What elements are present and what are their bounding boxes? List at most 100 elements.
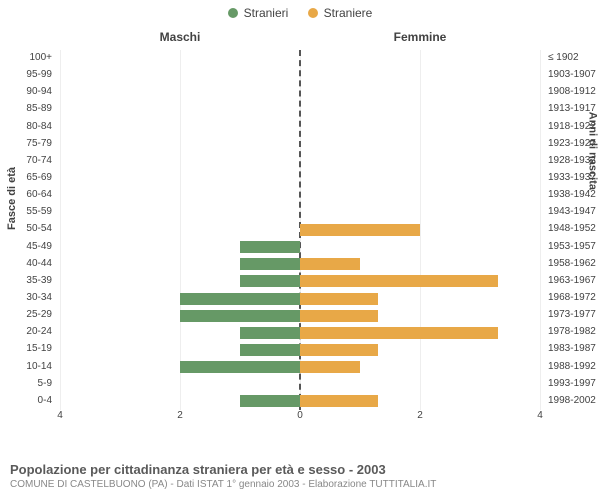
bar-male xyxy=(240,395,300,407)
age-row: 10-141988-1992 xyxy=(60,359,540,376)
legend-marker-male xyxy=(228,8,238,18)
bar-male xyxy=(240,327,300,339)
age-row: 45-491953-1957 xyxy=(60,239,540,256)
age-label: 70-74 xyxy=(0,153,52,169)
column-title-female: Femmine xyxy=(300,30,540,50)
age-label: 50-54 xyxy=(0,221,52,237)
age-row: 55-591943-1947 xyxy=(60,204,540,221)
bar-male xyxy=(240,241,300,253)
age-label: 40-44 xyxy=(0,256,52,272)
x-tick-label: 4 xyxy=(537,410,543,421)
birth-year-label: 1958-1962 xyxy=(548,256,600,272)
legend-label-male: Stranieri xyxy=(244,6,289,20)
age-row: 5-91993-1997 xyxy=(60,376,540,393)
gridline xyxy=(540,50,541,410)
x-tick-label: 0 xyxy=(297,410,303,421)
age-label: 5-9 xyxy=(0,376,52,392)
age-label: 65-69 xyxy=(0,170,52,186)
age-row: 95-991903-1907 xyxy=(60,67,540,84)
footer: Popolazione per cittadinanza straniera p… xyxy=(10,462,590,490)
birth-year-label: 1963-1967 xyxy=(548,273,600,289)
age-label: 100+ xyxy=(0,50,52,66)
age-row: 40-441958-1962 xyxy=(60,256,540,273)
birth-year-label: 1948-1952 xyxy=(548,221,600,237)
birth-year-label: 1908-1912 xyxy=(548,84,600,100)
age-row: 15-191983-1987 xyxy=(60,341,540,358)
bar-male xyxy=(240,258,300,270)
age-label: 75-79 xyxy=(0,136,52,152)
birth-year-label: 1928-1932 xyxy=(548,153,600,169)
birth-year-label: 1988-1992 xyxy=(548,359,600,375)
age-label: 35-39 xyxy=(0,273,52,289)
legend-marker-female xyxy=(308,8,318,18)
age-row: 80-841918-1922 xyxy=(60,119,540,136)
age-row: 20-241978-1982 xyxy=(60,324,540,341)
birth-year-label: 1993-1997 xyxy=(548,376,600,392)
age-row: 50-541948-1952 xyxy=(60,221,540,238)
age-label: 80-84 xyxy=(0,119,52,135)
age-row: 85-891913-1917 xyxy=(60,101,540,118)
chart-rows: 100+≤ 190295-991903-190790-941908-191285… xyxy=(60,50,540,410)
age-row: 65-691933-1937 xyxy=(60,170,540,187)
birth-year-label: 1968-1972 xyxy=(548,290,600,306)
bar-male xyxy=(240,344,300,356)
age-label: 0-4 xyxy=(0,393,52,409)
age-row: 25-291973-1977 xyxy=(60,307,540,324)
birth-year-label: 1953-1957 xyxy=(548,239,600,255)
bar-male xyxy=(180,293,300,305)
legend-label-female: Straniere xyxy=(324,6,373,20)
birth-year-label: 1923-1927 xyxy=(548,136,600,152)
age-label: 10-14 xyxy=(0,359,52,375)
age-row: 75-791923-1927 xyxy=(60,136,540,153)
birth-year-label: 1903-1907 xyxy=(548,67,600,83)
footer-subtitle: COMUNE DI CASTELBUONO (PA) - Dati ISTAT … xyxy=(10,479,590,490)
legend-item-male: Stranieri xyxy=(228,6,289,20)
age-label: 90-94 xyxy=(0,84,52,100)
legend-item-female: Straniere xyxy=(308,6,373,20)
age-row: 35-391963-1967 xyxy=(60,273,540,290)
bar-female xyxy=(300,327,498,339)
birth-year-label: 1983-1987 xyxy=(548,341,600,357)
legend: Stranieri Straniere xyxy=(0,0,600,21)
column-title-male: Maschi xyxy=(60,30,300,50)
bar-male xyxy=(180,361,300,373)
birth-year-label: 1938-1942 xyxy=(548,187,600,203)
bar-female xyxy=(300,258,360,270)
x-tick-label: 2 xyxy=(417,410,423,421)
bar-male xyxy=(180,310,300,322)
age-row: 60-641938-1942 xyxy=(60,187,540,204)
age-row: 100+≤ 1902 xyxy=(60,50,540,67)
bar-female xyxy=(300,224,420,236)
bar-female xyxy=(300,310,378,322)
age-label: 55-59 xyxy=(0,204,52,220)
age-row: 30-341968-1972 xyxy=(60,290,540,307)
bar-female xyxy=(300,344,378,356)
bar-female xyxy=(300,395,378,407)
x-axis-labels: 4 2 0 2 4 xyxy=(60,410,540,426)
birth-year-label: 1973-1977 xyxy=(548,307,600,323)
x-tick-label: 4 xyxy=(57,410,63,421)
birth-year-label: 1943-1947 xyxy=(548,204,600,220)
birth-year-label: 1933-1937 xyxy=(548,170,600,186)
age-label: 45-49 xyxy=(0,239,52,255)
birth-year-label: 1918-1922 xyxy=(548,119,600,135)
age-label: 60-64 xyxy=(0,187,52,203)
age-row: 90-941908-1912 xyxy=(60,84,540,101)
bar-female xyxy=(300,361,360,373)
age-label: 95-99 xyxy=(0,67,52,83)
age-row: 0-41998-2002 xyxy=(60,393,540,410)
age-label: 30-34 xyxy=(0,290,52,306)
bar-female xyxy=(300,293,378,305)
x-tick-label: 2 xyxy=(177,410,183,421)
age-label: 25-29 xyxy=(0,307,52,323)
footer-title: Popolazione per cittadinanza straniera p… xyxy=(10,462,590,477)
birth-year-label: 1998-2002 xyxy=(548,393,600,409)
age-label: 15-19 xyxy=(0,341,52,357)
bar-female xyxy=(300,275,498,287)
age-label: 85-89 xyxy=(0,101,52,117)
bar-male xyxy=(240,275,300,287)
birth-year-label: ≤ 1902 xyxy=(548,50,600,66)
birth-year-label: 1978-1982 xyxy=(548,324,600,340)
population-pyramid-chart: Maschi Femmine 100+≤ 190295-991903-19079… xyxy=(60,30,540,430)
age-row: 70-741928-1932 xyxy=(60,153,540,170)
